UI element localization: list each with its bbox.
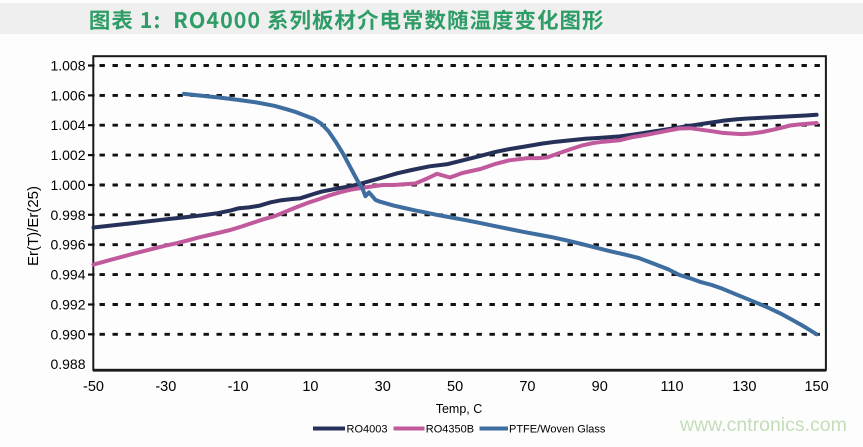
- svg-text:0.988: 0.988: [50, 356, 85, 372]
- svg-text:1.000: 1.000: [50, 177, 85, 193]
- svg-text:150: 150: [804, 379, 828, 395]
- svg-text:www.cntronics.com: www.cntronics.com: [679, 414, 847, 436]
- svg-text:1.008: 1.008: [50, 58, 85, 74]
- svg-text:Er(T)/Er(25): Er(T)/Er(25): [25, 186, 42, 266]
- svg-text:PTFE/Woven Glass: PTFE/Woven Glass: [509, 424, 606, 436]
- svg-text:1.002: 1.002: [50, 147, 85, 163]
- svg-text:10: 10: [302, 379, 318, 395]
- svg-text:Temp, C: Temp, C: [436, 402, 483, 416]
- svg-text:0.994: 0.994: [50, 267, 85, 283]
- svg-text:70: 70: [519, 379, 535, 395]
- svg-text:0.990: 0.990: [50, 326, 85, 342]
- svg-text:-50: -50: [83, 379, 104, 395]
- svg-text:1.004: 1.004: [50, 117, 85, 133]
- svg-text:0.998: 0.998: [50, 207, 85, 223]
- svg-text:110: 110: [660, 379, 683, 395]
- svg-text:0.996: 0.996: [50, 237, 85, 253]
- svg-text:-10: -10: [228, 379, 249, 395]
- svg-text:RO4003: RO4003: [347, 424, 388, 436]
- svg-text:90: 90: [592, 379, 608, 395]
- svg-text:30: 30: [375, 379, 391, 395]
- svg-text:1.006: 1.006: [50, 87, 85, 103]
- svg-text:50: 50: [447, 379, 463, 395]
- svg-text:RO4350B: RO4350B: [426, 424, 474, 436]
- svg-text:130: 130: [732, 379, 756, 395]
- svg-text:-30: -30: [155, 379, 176, 395]
- svg-text:0.992: 0.992: [50, 297, 85, 313]
